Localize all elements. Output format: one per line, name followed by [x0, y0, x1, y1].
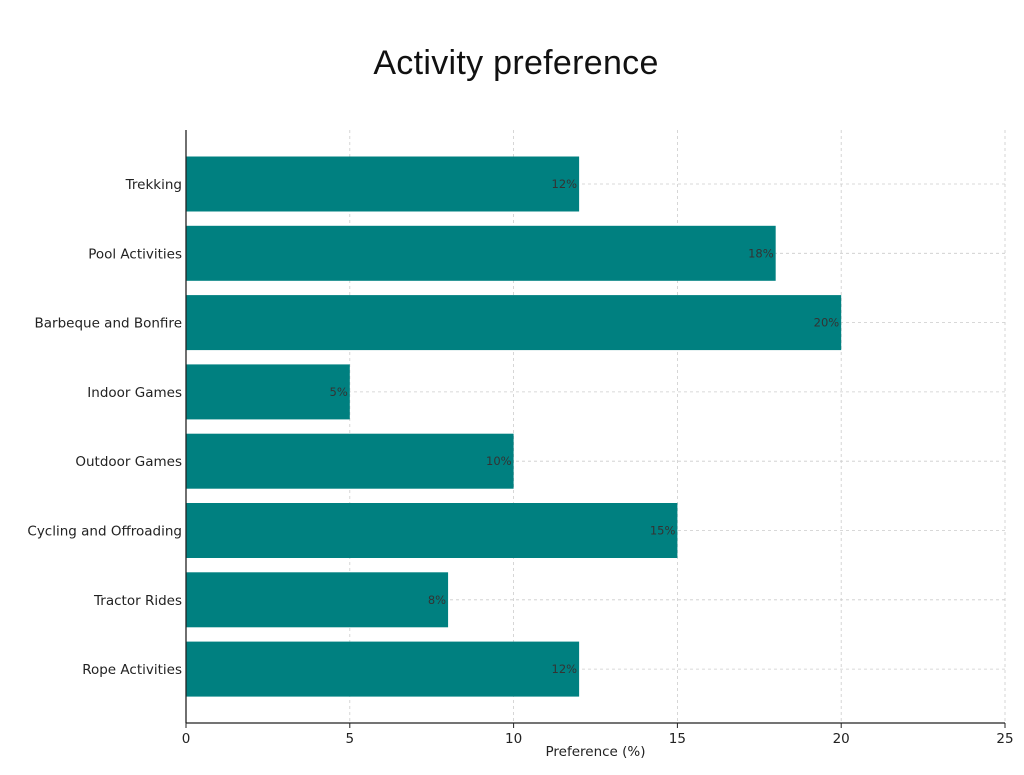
- bars: [186, 156, 842, 697]
- chart-title: Activity preference: [373, 44, 659, 82]
- y-tick-label: Barbeque and Bonfire: [34, 316, 182, 332]
- x-tick-label: 0: [182, 731, 191, 747]
- y-tick-label: Indoor Games: [87, 385, 182, 401]
- data-label: 18%: [748, 246, 774, 260]
- grid-lines: [186, 130, 1006, 723]
- bar: [186, 225, 776, 281]
- y-tick-label: Cycling and Offroading: [27, 524, 182, 540]
- bar: [186, 156, 580, 212]
- data-labels: 12% 18% 20% 5% 10% 15% 8% 12%: [330, 177, 840, 676]
- bar: [186, 364, 350, 420]
- y-tick-label: Trekking: [125, 177, 182, 193]
- y-tick-label: Pool Activities: [88, 246, 182, 262]
- bar: [186, 433, 514, 489]
- x-tick-labels: 0 5 10 15 20 25: [182, 723, 1014, 747]
- y-tick-label: Rope Activities: [82, 662, 182, 678]
- data-label: 10%: [486, 454, 512, 468]
- data-label: 20%: [814, 316, 840, 330]
- x-tick-label: 25: [996, 731, 1013, 747]
- bar: [186, 503, 678, 558]
- bar: [186, 572, 449, 628]
- x-tick-label: 15: [669, 731, 686, 747]
- data-label: 12%: [552, 177, 578, 191]
- y-tick-labels: Trekking Pool Activities Barbeque and Bonf…: [27, 177, 182, 678]
- data-label: 15%: [650, 524, 676, 538]
- bar: [186, 295, 842, 351]
- data-label: 12%: [552, 662, 578, 676]
- x-tick-label: 10: [505, 731, 522, 747]
- bar: [186, 641, 580, 697]
- y-tick-label: Outdoor Games: [75, 454, 182, 470]
- x-axis-title: Preference (%): [545, 744, 645, 760]
- data-label: 5%: [330, 385, 348, 399]
- x-tick-label: 20: [833, 731, 850, 747]
- y-tick-label: Tractor Rides: [93, 593, 182, 609]
- x-tick-label: 5: [346, 731, 355, 747]
- data-label: 8%: [428, 593, 446, 607]
